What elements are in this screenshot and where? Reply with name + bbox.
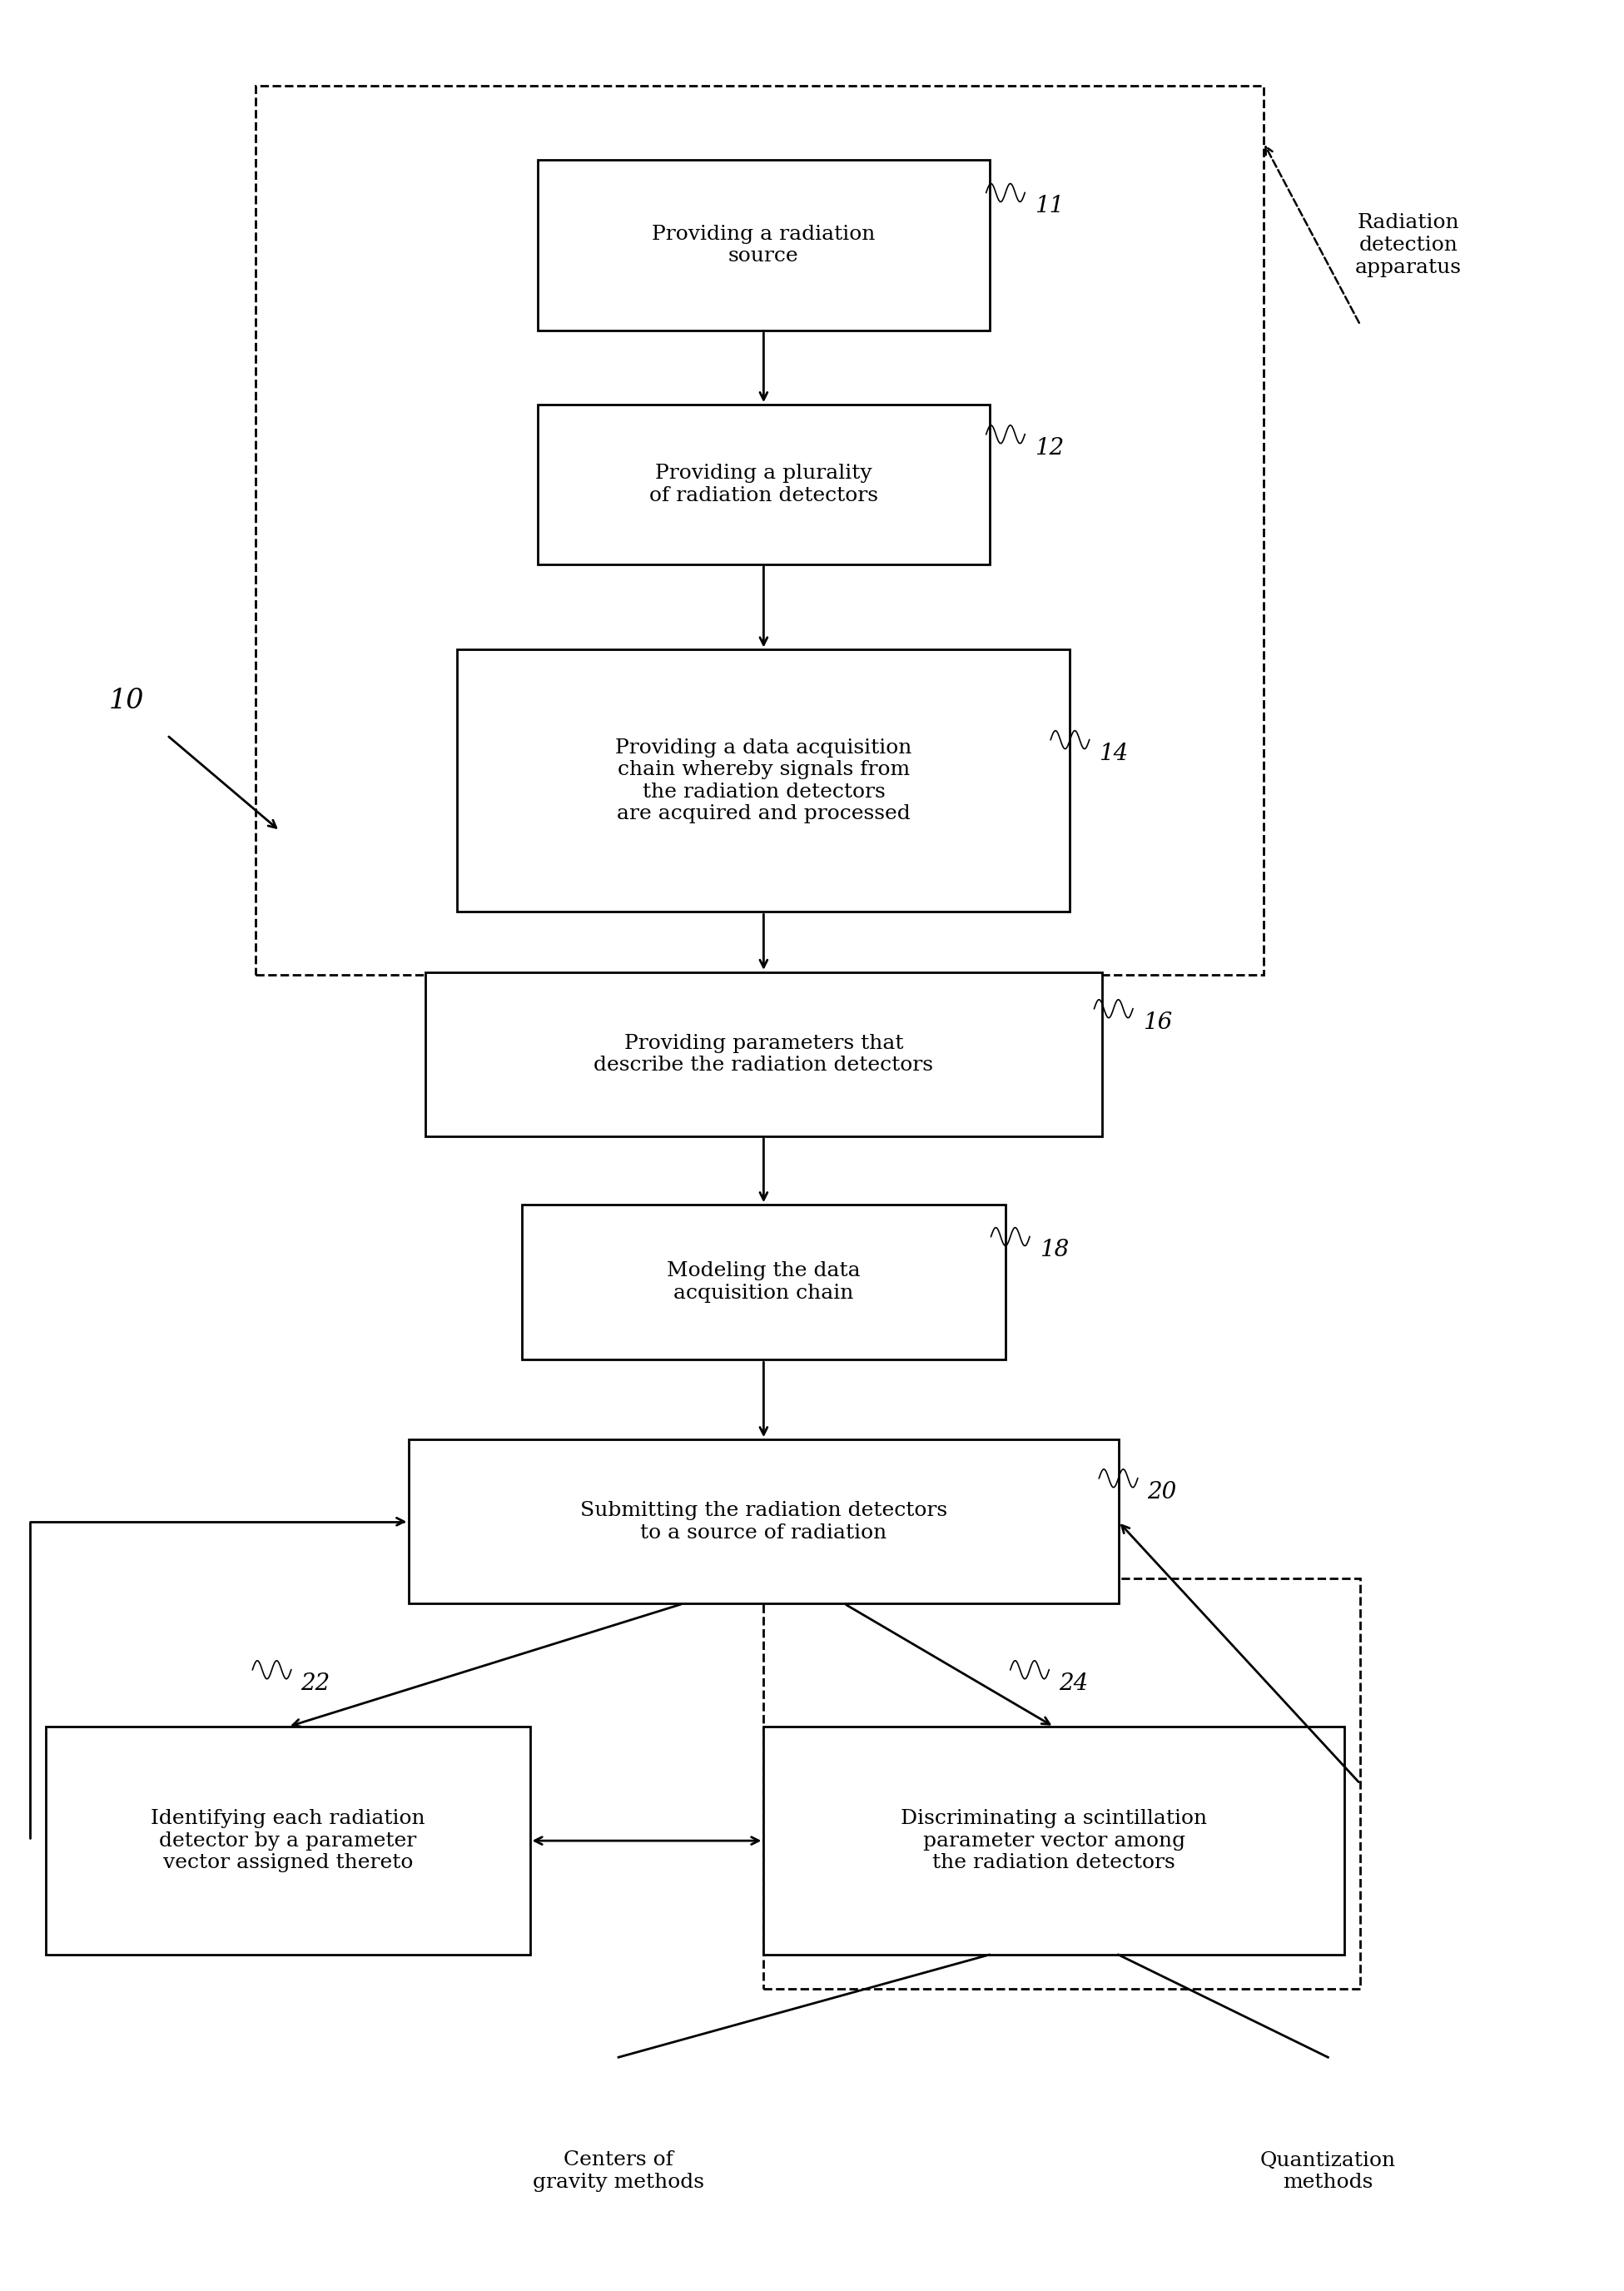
Bar <box>409 1439 1119 1604</box>
Bar <box>538 406 989 564</box>
Text: 16: 16 <box>1143 1010 1173 1033</box>
Text: Radiation
detection
apparatus: Radiation detection apparatus <box>1356 213 1462 277</box>
Text: 11: 11 <box>1034 195 1064 218</box>
Bar <box>45 1727 529 1954</box>
Text: 18: 18 <box>1039 1239 1069 1262</box>
Text: Providing a data acquisition
chain whereby signals from
the radiation detectors
: Providing a data acquisition chain where… <box>615 738 913 822</box>
Text: Providing a plurality
of radiation detectors: Providing a plurality of radiation detec… <box>650 463 879 504</box>
Text: 12: 12 <box>1034 438 1064 458</box>
Bar <box>255 85 1263 974</box>
Text: Quantization
methods: Quantization methods <box>1260 2151 1397 2192</box>
Text: Submitting the radiation detectors
to a source of radiation: Submitting the radiation detectors to a … <box>580 1501 947 1542</box>
Text: Modeling the data
acquisition chain: Modeling the data acquisition chain <box>667 1262 861 1304</box>
Text: Discriminating a scintillation
parameter vector among
the radiation detectors: Discriminating a scintillation parameter… <box>901 1810 1207 1872</box>
Bar <box>538 160 989 330</box>
Bar <box>521 1205 1005 1361</box>
Text: 24: 24 <box>1059 1672 1088 1695</box>
Text: Providing parameters that
describe the radiation detectors: Providing parameters that describe the r… <box>594 1033 934 1074</box>
Text: 20: 20 <box>1148 1480 1177 1503</box>
Text: Identifying each radiation
detector by a parameter
vector assigned thereto: Identifying each radiation detector by a… <box>151 1810 425 1872</box>
Text: Centers of
gravity methods: Centers of gravity methods <box>533 2151 705 2192</box>
Bar <box>763 1578 1361 1989</box>
Text: 22: 22 <box>300 1672 330 1695</box>
Text: 10: 10 <box>109 687 145 715</box>
Text: Providing a radiation
source: Providing a radiation source <box>651 225 875 266</box>
Bar <box>763 1727 1345 1954</box>
Text: 14: 14 <box>1099 742 1129 765</box>
Bar <box>458 651 1070 912</box>
Bar <box>425 971 1103 1136</box>
